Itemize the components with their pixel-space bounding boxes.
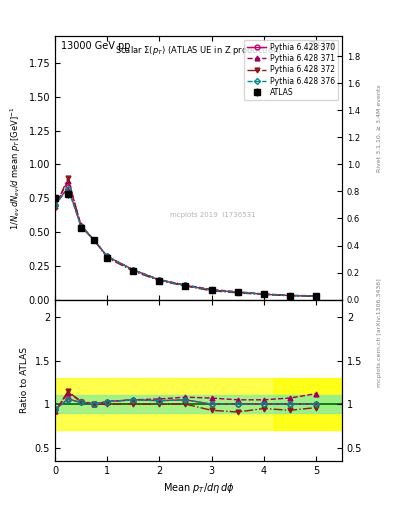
Pythia 6.428 372 [287,293,292,299]
Pythia 6.428 370 [235,289,240,295]
Pythia 6.428 371 [287,292,292,298]
Pythia 6.428 376 [53,202,57,208]
Pythia 6.428 370 [105,253,110,260]
Pythia 6.428 376 [131,267,136,273]
Legend: Pythia 6.428 370, Pythia 6.428 371, Pythia 6.428 372, Pythia 6.428 376, ATLAS: Pythia 6.428 370, Pythia 6.428 371, Pyth… [244,39,338,100]
X-axis label: Mean $p_T/d\eta\,d\phi$: Mean $p_T/d\eta\,d\phi$ [163,481,234,495]
Pythia 6.428 370 [79,224,83,230]
Pythia 6.428 376 [261,291,266,297]
Pythia 6.428 372 [183,283,188,289]
Pythia 6.428 371 [209,286,214,292]
Pythia 6.428 370 [209,287,214,293]
Pythia 6.428 371 [66,178,70,184]
Pythia 6.428 370 [66,184,70,190]
Pythia 6.428 376 [66,186,70,192]
Pythia 6.428 370 [131,267,136,273]
Pythia 6.428 371 [92,237,97,243]
Pythia 6.428 376 [92,237,97,243]
Text: mcplots 2019  I1736531: mcplots 2019 I1736531 [170,212,255,218]
Pythia 6.428 372 [131,268,136,274]
Pythia 6.428 372 [105,254,110,261]
Pythia 6.428 376 [314,293,318,300]
Text: Z+Jet: Z+Jet [309,41,336,51]
Pythia 6.428 376 [183,282,188,288]
Pythia 6.428 371 [53,203,57,209]
Pythia 6.428 370 [183,282,188,288]
Pythia 6.428 371 [183,282,188,288]
Y-axis label: Ratio to ATLAS: Ratio to ATLAS [20,347,29,413]
Pythia 6.428 372 [157,278,162,284]
Text: Scalar $\Sigma(p_T)$ (ATLAS UE in Z production): Scalar $\Sigma(p_T)$ (ATLAS UE in Z prod… [115,44,282,57]
Pythia 6.428 371 [157,276,162,283]
Pythia 6.428 370 [261,291,266,297]
Line: Pythia 6.428 372: Pythia 6.428 372 [53,176,318,299]
Pythia 6.428 372 [261,291,266,297]
Y-axis label: $1/N_{ev}\,dN_{ev}/d$ mean $p_T\,[\mathrm{GeV}]^{-1}$: $1/N_{ev}\,dN_{ev}/d$ mean $p_T\,[\mathr… [9,106,23,229]
Pythia 6.428 370 [287,292,292,298]
Pythia 6.428 371 [235,289,240,295]
Pythia 6.428 371 [79,222,83,228]
Pythia 6.428 372 [235,290,240,296]
Pythia 6.428 371 [105,253,110,260]
Line: Pythia 6.428 371: Pythia 6.428 371 [53,178,318,298]
Pythia 6.428 370 [92,237,97,243]
Pythia 6.428 376 [235,289,240,295]
Text: mcplots.cern.ch [arXiv:1306.3436]: mcplots.cern.ch [arXiv:1306.3436] [377,279,382,387]
Pythia 6.428 372 [209,288,214,294]
Pythia 6.428 376 [287,292,292,298]
Pythia 6.428 376 [79,224,83,230]
Pythia 6.428 370 [314,293,318,300]
Pythia 6.428 372 [66,175,70,181]
Text: Rivet 3.1.10, ≥ 3.4M events: Rivet 3.1.10, ≥ 3.4M events [377,84,382,172]
Pythia 6.428 371 [261,291,266,297]
Text: 13000 GeV pp: 13000 GeV pp [61,41,130,51]
Line: Pythia 6.428 370: Pythia 6.428 370 [53,185,318,298]
Pythia 6.428 372 [92,237,97,243]
Pythia 6.428 370 [53,202,57,208]
Pythia 6.428 371 [131,267,136,273]
Pythia 6.428 376 [157,277,162,283]
Pythia 6.428 376 [209,287,214,293]
Line: Pythia 6.428 376: Pythia 6.428 376 [53,186,318,298]
Pythia 6.428 376 [105,253,110,260]
Pythia 6.428 371 [314,293,318,299]
Pythia 6.428 372 [53,205,57,211]
Pythia 6.428 372 [79,224,83,230]
Pythia 6.428 370 [157,277,162,283]
Pythia 6.428 372 [314,293,318,300]
